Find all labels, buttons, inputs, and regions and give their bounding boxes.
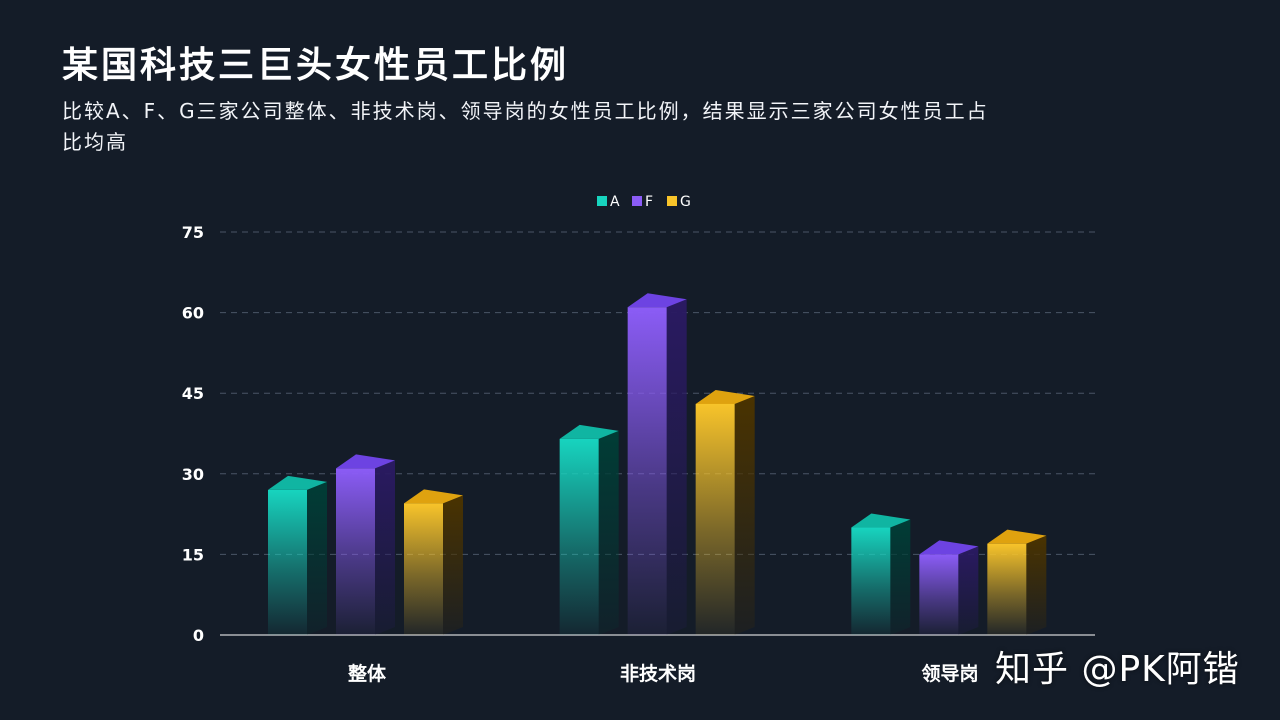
bar-side [890, 519, 911, 635]
bar-side [666, 299, 687, 635]
bar-front [919, 554, 959, 635]
bar-top [559, 424, 619, 439]
bar-A-2 [851, 513, 911, 635]
bar-A-1 [559, 424, 619, 635]
bar-side [598, 430, 619, 635]
x-category-label: 整体 [348, 662, 387, 685]
bar-top [851, 513, 911, 528]
y-tick-label: 75 [182, 223, 204, 242]
bar-front [268, 489, 307, 635]
bar-side [375, 460, 395, 635]
legend-label-G: G [680, 194, 691, 210]
bar-front [404, 503, 443, 635]
category-labels: 整体 非技术岗 领导岗 [348, 662, 979, 685]
bar-front [695, 403, 735, 635]
legend-label-F: F [645, 194, 653, 210]
bar-top [336, 454, 395, 469]
x-category-label: 领导岗 [921, 662, 978, 685]
bar-side [734, 395, 755, 635]
y-tick-label: 45 [182, 384, 204, 403]
y-tick-label: 15 [182, 545, 204, 564]
bar-front [336, 468, 375, 635]
legend-swatch-F [632, 196, 642, 206]
bar-top [627, 293, 687, 308]
bar-front [987, 543, 1027, 635]
bar-top [695, 389, 755, 404]
x-category-label: 非技术岗 [620, 662, 696, 685]
bar-top [404, 489, 463, 504]
bar-G-0 [404, 489, 463, 635]
bar-front [851, 527, 891, 635]
legend-swatch-A [597, 196, 607, 206]
y-tick-label: 30 [182, 465, 204, 484]
bar-side [958, 546, 979, 635]
watermark: 知乎 @PK阿锴 [995, 649, 1240, 690]
bar-F-1 [627, 293, 687, 635]
chart-title: 某国科技三巨头女性员工比例 [62, 45, 570, 86]
bar-side [443, 495, 463, 635]
legend-label-A: A [610, 194, 620, 210]
bar-G-2 [987, 529, 1047, 635]
bar-top [919, 540, 979, 555]
bar-G-1 [695, 389, 755, 635]
bars [268, 293, 1047, 635]
bar-top [268, 475, 327, 490]
bar-F-0 [336, 454, 395, 635]
bar-top [987, 529, 1047, 544]
bar-F-2 [919, 540, 979, 635]
chart-subtitle: 比较A、F、G三家公司整体、非技术岗、领导岗的女性员工比例，结果显示三家公司女性… [62, 99, 989, 154]
y-tick-label: 0 [193, 626, 204, 645]
bar-A-0 [268, 475, 327, 635]
bar-side [307, 481, 327, 635]
bar-side [1026, 535, 1047, 635]
bar-front [627, 307, 667, 635]
bar-front [559, 438, 599, 635]
legend-swatch-G [667, 196, 677, 206]
y-tick-label: 60 [182, 304, 204, 323]
